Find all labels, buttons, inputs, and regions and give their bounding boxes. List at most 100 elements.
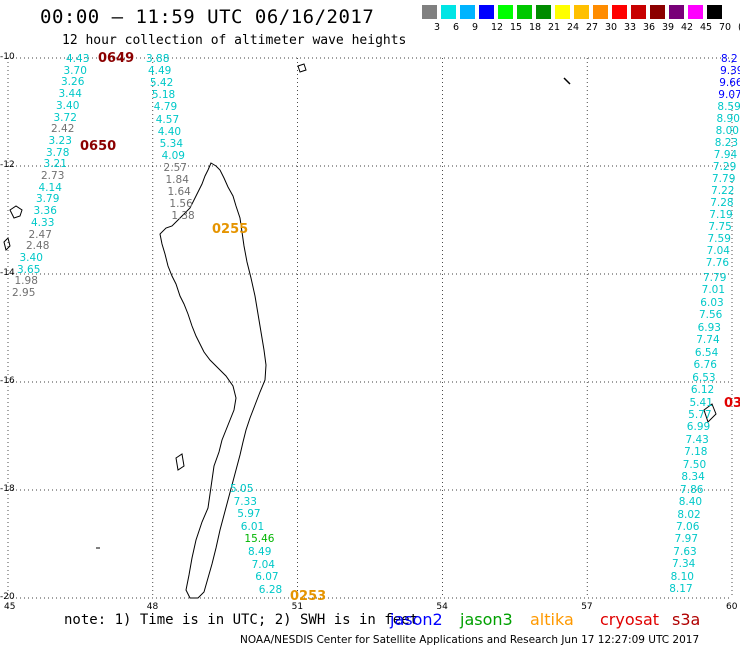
satellite-cryosat: cryosat (600, 610, 660, 629)
wave-height-value: 7.50 (682, 458, 707, 471)
scale-label: 42 (681, 22, 694, 33)
wave-height-value: 7.56 (698, 309, 723, 322)
wave-height-value: 4.14 (38, 181, 62, 194)
wave-height-value: 7.29 (712, 161, 737, 173)
scale-swatch (650, 5, 665, 19)
wave-height-value: 7.79 (712, 173, 736, 185)
scale-label: 24 (567, 22, 580, 33)
wave-height-value: 4.79 (153, 101, 178, 114)
wave-height-value: 7.43 (685, 433, 709, 446)
lon-label: 45 (4, 602, 16, 612)
wave-height-value: 5.34 (159, 137, 184, 150)
wave-height-value: 8.02 (677, 508, 701, 521)
satellite-jason3: jason3 (460, 610, 513, 629)
wave-height-value: 8.23 (714, 137, 739, 149)
scale-swatch (441, 5, 456, 19)
wave-height-value: 5.97 (237, 508, 261, 521)
wave-height-value: 5.42 (149, 77, 174, 90)
wave-height-value: 6.54 (694, 346, 719, 359)
wave-height-value: 9.39 (720, 65, 740, 77)
island-s (175, 453, 185, 471)
wave-height-value: 5.05 (230, 483, 254, 495)
wave-height-value: 6.01 (240, 520, 265, 533)
pass-time-label: 0650 (80, 139, 117, 154)
wave-height-value: 6.99 (686, 421, 711, 434)
wave-height-value: 2.95 (12, 287, 36, 299)
wave-height-value: 3.78 (46, 146, 70, 159)
scale-swatch (688, 5, 703, 19)
scale-label: 9 (472, 22, 479, 33)
wave-height-value: 6.03 (700, 296, 724, 309)
wave-height-value: 8.59 (717, 101, 740, 113)
island-ne (563, 77, 571, 85)
wave-height-value: 3.65 (17, 263, 41, 276)
scale-label: 33 (624, 22, 637, 33)
wave-height-value: 7.01 (701, 284, 726, 297)
credit-footer: NOAA/NESDIS Center for Satellite Applica… (240, 634, 700, 646)
scale-label: 30 (605, 22, 618, 33)
island-w (3, 237, 11, 251)
scale-label: 6 (453, 22, 460, 33)
scale-label: 45 (700, 22, 713, 33)
scale-swatch (669, 5, 684, 19)
wave-height-value: 7.34 (671, 558, 696, 571)
wave-height-value: 5.77 (688, 408, 712, 421)
wave-height-value: 7.33 (233, 495, 257, 508)
lon-label: 51 (291, 602, 304, 612)
scale-label: 18 (529, 22, 542, 33)
wave-height-value: 3.26 (61, 76, 85, 89)
wave-height-value: 3.36 (33, 205, 57, 218)
scale-swatch (593, 5, 608, 19)
scale-label: 3 (434, 22, 441, 33)
scale-swatch (422, 5, 437, 19)
wave-height-value: 4.49 (147, 65, 172, 78)
scale-swatch (574, 5, 589, 19)
wave-height-value: 6.28 (258, 583, 283, 596)
map-subtitle: 12 hour collection of altimeter wave hei… (62, 33, 407, 48)
wave-height-value: 8.17 (669, 583, 693, 596)
wave-height-value: 4.43 (66, 53, 90, 65)
wave-height-value: 9.07 (718, 89, 740, 101)
wave-height-value: 15.46 (244, 533, 275, 546)
wave-height-value: 7.18 (684, 446, 708, 459)
pass-time-label: 0649 (98, 51, 135, 66)
lat-label: -12 (0, 160, 15, 170)
wave-height-value: 6.93 (697, 321, 721, 334)
wave-height-value: 1.98 (14, 275, 38, 288)
wave-height-value: 2.73 (41, 170, 65, 182)
madagascar-coastline (159, 162, 267, 599)
wave-height-value: 3.40 (56, 99, 80, 112)
wave-height-value: 6.76 (693, 359, 717, 372)
wave-height-value: 5.18 (151, 89, 176, 102)
wave-height-value: 7.86 (680, 483, 704, 496)
wave-height-value: 7.94 (713, 149, 738, 161)
scale-label: 21 (548, 22, 561, 33)
map-title: 00:00 – 11:59 UTC 06/16/2017 (40, 6, 375, 28)
scale-label: 27 (586, 22, 599, 33)
wave-height-value: 3.72 (53, 111, 77, 124)
wave-height-value: 3.21 (43, 158, 67, 171)
wave-height-value: 1.56 (169, 198, 193, 211)
wave-height-value: 7.97 (674, 533, 699, 546)
lon-label: 57 (581, 602, 593, 612)
wave-height-value: 9.66 (719, 77, 740, 89)
scale-swatch (631, 5, 646, 19)
wave-height-value: 3.70 (63, 64, 87, 77)
scale-swatch (707, 5, 722, 19)
wave-height-value: 3.79 (36, 193, 60, 206)
lat-label: -20 (0, 592, 15, 602)
wave-height-value: 2.47 (28, 228, 52, 241)
wave-height-value: 7.22 (711, 185, 735, 197)
wave-height-value: 1.84 (165, 174, 189, 186)
scale-label: 70 (719, 22, 732, 33)
lat-label: -16 (0, 376, 15, 386)
wave-height-value: 7.76 (705, 257, 730, 269)
wave-height-value: 8.00 (715, 125, 739, 137)
scale-label: 12 (491, 22, 504, 33)
pass-time-label: 0255 (212, 222, 249, 237)
wave-height-value: 1.38 (171, 210, 195, 223)
scale-swatch (498, 5, 513, 19)
wave-height-value: 4.09 (161, 149, 185, 162)
